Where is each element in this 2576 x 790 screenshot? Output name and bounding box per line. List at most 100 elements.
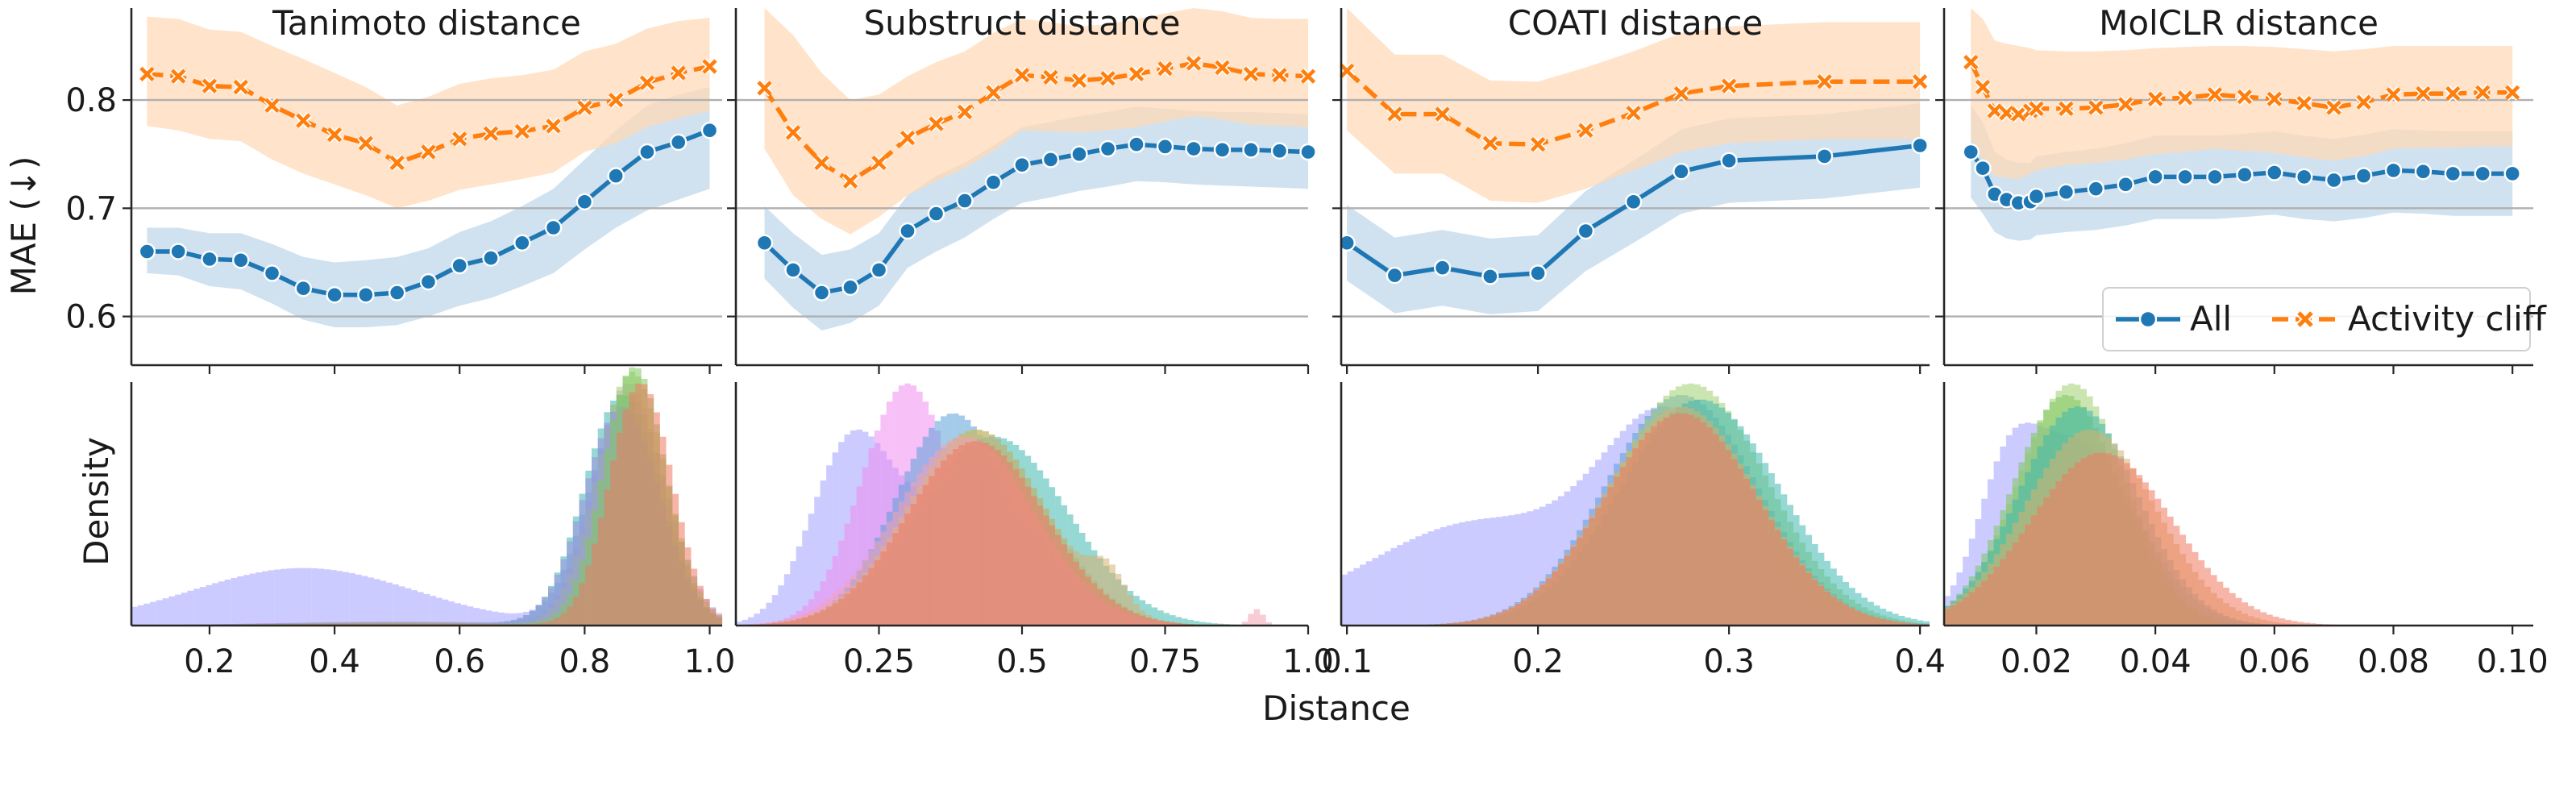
cliff-point: [421, 144, 436, 160]
cliff-point: [1300, 69, 1316, 84]
x-tick-label: 0.10: [2477, 643, 2549, 680]
all-point: [1815, 148, 1834, 165]
x-tick-label: 1.0: [684, 643, 736, 680]
all-point: [2503, 164, 2521, 183]
all-point: [1720, 152, 1738, 169]
y-axis-label-bottom: Density: [77, 437, 116, 566]
cliff-point: [814, 155, 829, 171]
axes: [123, 8, 2533, 634]
cliff-point: [2296, 96, 2312, 111]
all-point: [1099, 139, 1117, 158]
cliff-point: [1272, 68, 1287, 83]
cliff-point: [1482, 135, 1498, 151]
all-point: [388, 284, 406, 301]
all-point: [927, 205, 945, 222]
all-point: [2117, 176, 2134, 193]
panel-title: Tanimoto distance: [272, 3, 581, 43]
cliff-point: [577, 100, 592, 115]
cliff-point: [2118, 97, 2134, 112]
cliff-point: [2237, 89, 2253, 105]
cliff-point: [2148, 91, 2163, 106]
cliff-point: [1071, 73, 1087, 89]
cliff-point: [1987, 103, 2002, 118]
cliff-point: [2059, 101, 2074, 116]
cliff-point: [202, 78, 218, 94]
cliff-error-band: [1347, 8, 1921, 203]
cliff-point: [546, 118, 561, 134]
all-point: [2296, 168, 2313, 186]
top-y-tick-label: 0.8: [65, 82, 117, 119]
cliff-point: [2088, 100, 2104, 115]
cliff-point: [1999, 106, 2014, 121]
all-point: [1185, 139, 1203, 158]
all-point: [1156, 138, 1174, 156]
all-point: [1577, 222, 1595, 240]
cliff-point: [785, 125, 801, 140]
cliff-point: [1014, 68, 1030, 83]
legend: All Activity cliff: [2102, 287, 2547, 351]
all-point: [263, 264, 281, 282]
cliff-point: [1186, 56, 1202, 71]
all-point: [841, 278, 859, 297]
all-point: [1128, 135, 1145, 153]
legend-all-label: All: [2190, 299, 2232, 339]
cliff-point: [1387, 106, 1402, 122]
all-point: [1070, 145, 1088, 163]
x-tick-label: 0.4: [309, 643, 360, 680]
cliff-point: [171, 69, 186, 84]
x-tick-label: 0.2: [1512, 643, 1564, 680]
all-point: [1242, 141, 1260, 159]
x-tick-label: 0.08: [2358, 643, 2429, 680]
cliff-point: [1339, 63, 1355, 78]
top-y-tick-label: 0.6: [65, 299, 117, 336]
all-point: [1911, 136, 1929, 155]
density-histogram: [747, 441, 1206, 626]
cliff-point: [1626, 106, 1641, 121]
all-point: [1338, 234, 1356, 252]
all-point: [2325, 171, 2343, 189]
panel-title: COATI distance: [1508, 3, 1763, 43]
all-point: [784, 261, 802, 279]
x-tick-label: 0.8: [559, 643, 611, 680]
density-histogram: [187, 367, 723, 626]
all-point: [451, 256, 468, 275]
cliff-point: [2505, 85, 2520, 100]
all-point: [2354, 167, 2373, 185]
cliff-point: [900, 130, 916, 146]
all-point: [1213, 141, 1232, 159]
all-point: [755, 234, 774, 252]
all-point: [812, 284, 831, 301]
cliff-point: [483, 126, 499, 141]
all-point: [2384, 161, 2403, 180]
cliff-point: [957, 104, 973, 119]
cliff-point: [296, 113, 311, 128]
cliff-point: [1817, 74, 1832, 89]
cliff-point: [1722, 78, 1737, 94]
cliff-point: [2177, 90, 2193, 106]
cliff-point: [2029, 101, 2044, 116]
all-point: [2176, 168, 2194, 186]
cliff-point: [2416, 85, 2431, 102]
all-point: [670, 133, 688, 152]
cliff-point: [986, 85, 1001, 100]
cliff-point: [233, 79, 248, 95]
all-point: [870, 261, 888, 279]
all-point: [2236, 166, 2254, 184]
all-point: [2474, 164, 2491, 183]
all-point: [575, 193, 594, 210]
all-error-band: [764, 106, 1308, 331]
all-point: [899, 222, 916, 240]
all-point: [2444, 164, 2462, 183]
cliff-point: [1215, 60, 1230, 75]
all-point: [1041, 151, 1060, 168]
cliff-point: [871, 155, 887, 171]
cliff-point: [2386, 87, 2401, 102]
cliff-point: [929, 116, 944, 131]
cliff-point: [1043, 69, 1058, 85]
legend-cliff-marker: [2297, 311, 2313, 327]
all-point: [2087, 180, 2104, 198]
x-tick-label: 0.2: [184, 643, 235, 680]
panel-title: Substruct distance: [863, 3, 1180, 43]
panel-title: MolCLR distance: [2099, 3, 2379, 43]
cliff-point: [842, 173, 858, 189]
